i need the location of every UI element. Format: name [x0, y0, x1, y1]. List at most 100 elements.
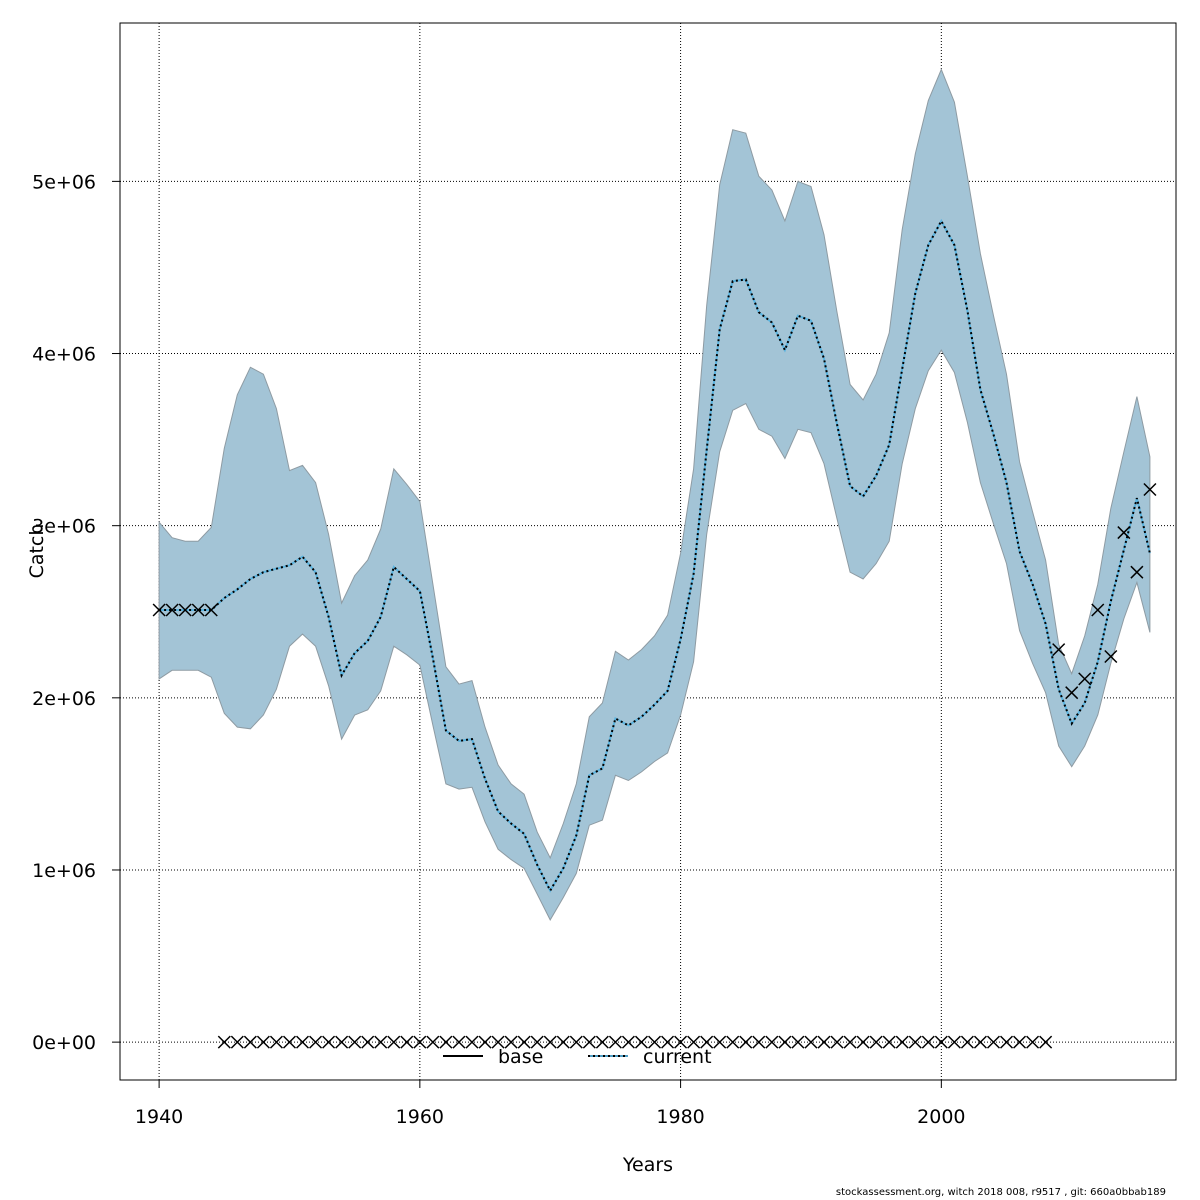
observation-point [778, 1035, 792, 1049]
observation-point [217, 1035, 231, 1049]
observation-point [1091, 603, 1105, 617]
observation-point [765, 1035, 779, 1049]
observation-point [465, 1035, 479, 1049]
observation-point [739, 1035, 753, 1049]
y-tick-label: 3e+06 [32, 516, 96, 538]
observation-point [986, 1035, 1001, 1049]
observation-point [595, 1035, 609, 1049]
x-axis-label: Years [622, 1154, 673, 1176]
observation-point [621, 1035, 635, 1049]
observation-point [804, 1035, 818, 1049]
observation-point [999, 1035, 1014, 1049]
observation-point [400, 1035, 414, 1049]
observation-point [869, 1035, 883, 1049]
observation-point [348, 1035, 362, 1049]
observation-point [452, 1035, 466, 1049]
observation-markers [152, 482, 1157, 1049]
observation-point [374, 1035, 388, 1049]
observation-point [517, 1035, 531, 1049]
observation-point [178, 603, 192, 617]
x-tick-label: 1940 [135, 1106, 183, 1128]
observation-point [647, 1035, 662, 1049]
confidence-band [158, 68, 1151, 921]
observation-point [634, 1035, 649, 1049]
observation-point [908, 1035, 922, 1049]
observation-point [1143, 482, 1157, 497]
y-tick-label: 2e+06 [32, 688, 96, 710]
observation-point [543, 1035, 557, 1049]
observation-point [700, 1035, 714, 1049]
observation-point [934, 1035, 948, 1049]
observation-point [752, 1035, 766, 1049]
observation-point [269, 1035, 283, 1049]
x-tick-label: 2000 [917, 1106, 965, 1128]
observation-point [1078, 672, 1092, 686]
observation-point [426, 1035, 440, 1049]
observation-point [152, 603, 166, 617]
observation-point [674, 1035, 688, 1049]
observation-point [895, 1035, 909, 1049]
observation-point [960, 1035, 974, 1049]
observation-point [947, 1035, 961, 1049]
observation-point [608, 1035, 622, 1049]
observation-point [1026, 1035, 1040, 1049]
observation-point [582, 1035, 596, 1049]
plot-frame [119, 22, 1177, 1081]
y-tick-label: 5e+06 [32, 171, 96, 193]
legend-current-label: current [643, 1046, 712, 1068]
observation-point [230, 1035, 244, 1049]
observation-point [843, 1035, 857, 1049]
observation-point [491, 1035, 505, 1049]
observation-point [817, 1035, 831, 1049]
observation-point [413, 1035, 427, 1049]
observation-point [282, 1035, 297, 1049]
y-tick-label: 0e+00 [32, 1032, 96, 1054]
observation-point [687, 1035, 701, 1049]
observation-point [204, 603, 218, 617]
y-axis-label: Catch [26, 524, 48, 579]
x-tick-label: 1960 [396, 1106, 444, 1128]
observation-point [791, 1035, 805, 1049]
x-tick-label: 1980 [656, 1106, 704, 1128]
observation-point [256, 1035, 270, 1049]
observation-point [1117, 526, 1131, 540]
observation-point [191, 603, 205, 617]
observation-point [1065, 686, 1079, 700]
observation-point [856, 1035, 870, 1049]
observation-point [556, 1035, 570, 1049]
footer-credit: stockassessment.org, witch 2018 008, r95… [835, 1187, 1166, 1198]
observation-point [1104, 649, 1118, 664]
observation-point [973, 1035, 987, 1049]
observation-point [921, 1035, 935, 1049]
observation-point [439, 1035, 453, 1049]
observation-point [530, 1035, 544, 1049]
observation-point [504, 1035, 518, 1049]
observation-point [295, 1035, 310, 1049]
confidence-band-area [158, 68, 1151, 921]
observation-point [661, 1035, 675, 1049]
observation-point [243, 1035, 257, 1049]
observation-point [1039, 1035, 1053, 1049]
series-lines [159, 218, 1151, 893]
observation-point [713, 1035, 727, 1049]
observation-point [361, 1035, 375, 1049]
observation-point [569, 1035, 583, 1049]
observation-point [830, 1035, 844, 1049]
axes: 1940 1960 1980 2000 0e+00 1e+06 2e+06 3e+06 4e+0… [32, 171, 965, 1128]
legend-base-label: base [498, 1046, 543, 1068]
observation-point [882, 1035, 896, 1049]
observation-point [1052, 643, 1066, 657]
observation-point [335, 1035, 349, 1049]
legend: base current [443, 1046, 712, 1068]
observation-point [387, 1035, 401, 1049]
observation-point [309, 1035, 323, 1049]
observation-point [165, 603, 179, 617]
y-tick-label: 4e+06 [32, 344, 96, 366]
observation-point [478, 1035, 492, 1049]
observation-point [322, 1035, 336, 1049]
current-line-dashes [159, 218, 1151, 893]
observation-point [1130, 565, 1144, 579]
y-tick-label: 1e+06 [32, 860, 96, 882]
observation-point [726, 1035, 740, 1049]
